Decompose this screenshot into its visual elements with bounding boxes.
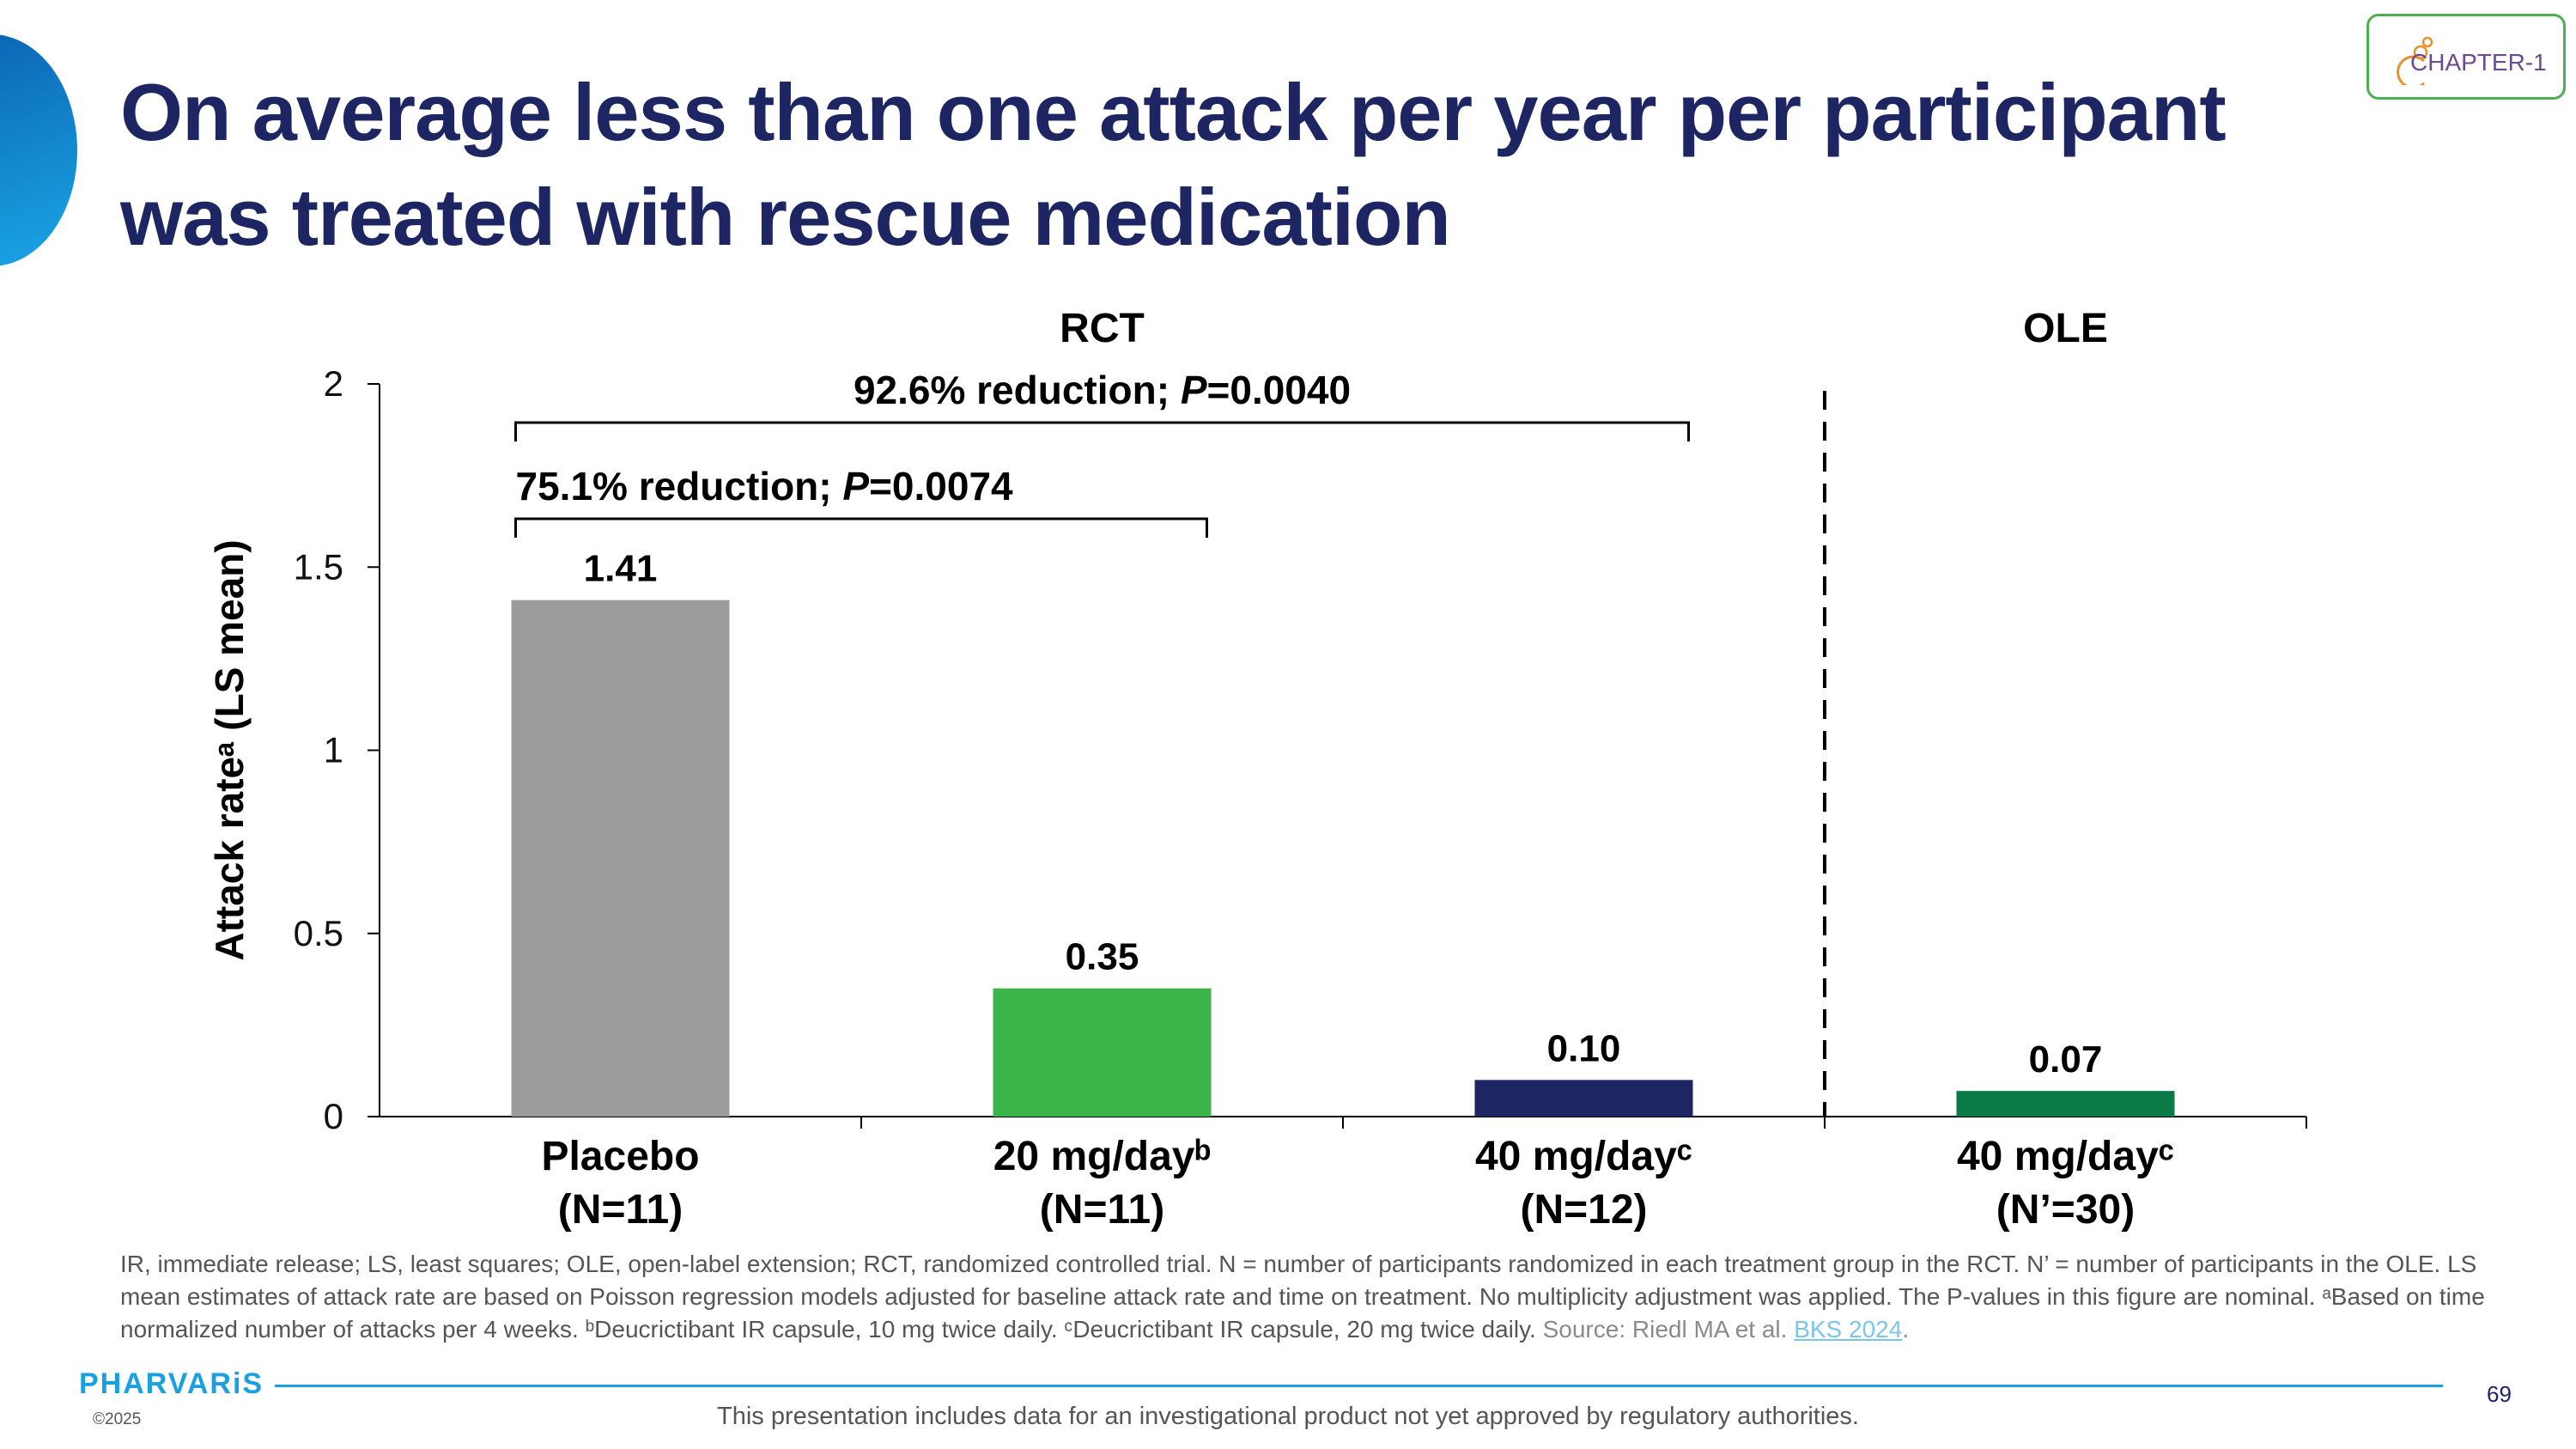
comparison-label: 92.6% reduction; P=0.0040 [854, 368, 1351, 412]
category-sublabel: (N=11) [1040, 1187, 1164, 1233]
footnote-source: Source: Riedl MA et al. [1542, 1316, 1788, 1342]
y-tick-label: 1.5 [294, 546, 343, 587]
category-label: Placebo [541, 1134, 699, 1179]
p-value: =0.0074 [869, 464, 1013, 508]
bar-value-label: 0.35 [1066, 936, 1139, 978]
category-sublabel: (N’=30) [1996, 1187, 2135, 1233]
y-tick-label: 0.5 [294, 913, 343, 953]
bar-2 [1474, 1080, 1693, 1117]
bar-0 [511, 600, 730, 1117]
disclaimer: This presentation includes data for an i… [717, 1403, 1859, 1430]
category-label: 40 mg/dayᶜ [1957, 1134, 2174, 1179]
footer-divider [275, 1385, 2443, 1387]
y-tick-label: 1 [324, 730, 343, 770]
brand-logo: PHARVARiS [79, 1367, 264, 1400]
footnote-end: . [1902, 1316, 1910, 1342]
section-label-ole: OLE [2023, 306, 2108, 351]
chart-bars [511, 600, 2175, 1117]
y-tick-label: 0 [324, 1096, 343, 1136]
footnote-reference-link[interactable]: BKS 2024 [1794, 1316, 1903, 1342]
logo-text: CHAPTER-1 [2410, 49, 2547, 76]
page-number: 69 [2487, 1381, 2512, 1407]
attack-rate-bar-chart: 0 0.5 1 1.5 2 Attack rateᵃ (LS mean) RCT OLE 1.… [207, 306, 2307, 1233]
comparison-text: 75.1% reduction; [516, 464, 843, 508]
y-axis-title: Attack rateᵃ (LS mean) [207, 539, 252, 960]
bar-value-label: 1.41 [584, 548, 658, 590]
comparison-text: 92.6% reduction; [854, 368, 1181, 412]
section-label-rct: RCT [1060, 306, 1145, 351]
footnote: IR, immediate release; LS, least squares… [120, 1248, 2499, 1346]
logo-bubble-icon [2397, 36, 2433, 85]
slide-title: On average less than one attack per year… [120, 67, 2227, 262]
p-label: P [1181, 368, 1207, 412]
comparison-bracket [514, 421, 1690, 441]
y-tick-label: 2 [324, 363, 343, 404]
category-label: 20 mg/dayᵇ [993, 1134, 1212, 1179]
category-sublabel: (N=11) [558, 1187, 683, 1233]
p-label: P [842, 464, 869, 508]
p-value: =0.0040 [1207, 368, 1352, 412]
comparison-label: 75.1% reduction; P=0.0074 [516, 464, 1014, 508]
category-label: 40 mg/dayᶜ [1475, 1134, 1692, 1179]
copyright: ©2025 [93, 1410, 142, 1428]
bar-1 [993, 988, 1212, 1117]
chart-labels: RCT OLE 1.41 Placebo (N=11) 0.35 20 mg/dayᵇ (N=… [541, 306, 2174, 1233]
footnote-text: IR, immediate release; LS, least squares… [120, 1251, 2485, 1342]
chapter-1-logo: CHAPTER-1 [2366, 14, 2566, 100]
bar-value-label: 0.07 [2029, 1038, 2103, 1081]
bar-3 [1956, 1091, 2175, 1117]
comparison-bracket [514, 517, 1208, 538]
category-sublabel: (N=12) [1520, 1187, 1647, 1233]
bar-value-label: 0.10 [1547, 1027, 1621, 1069]
